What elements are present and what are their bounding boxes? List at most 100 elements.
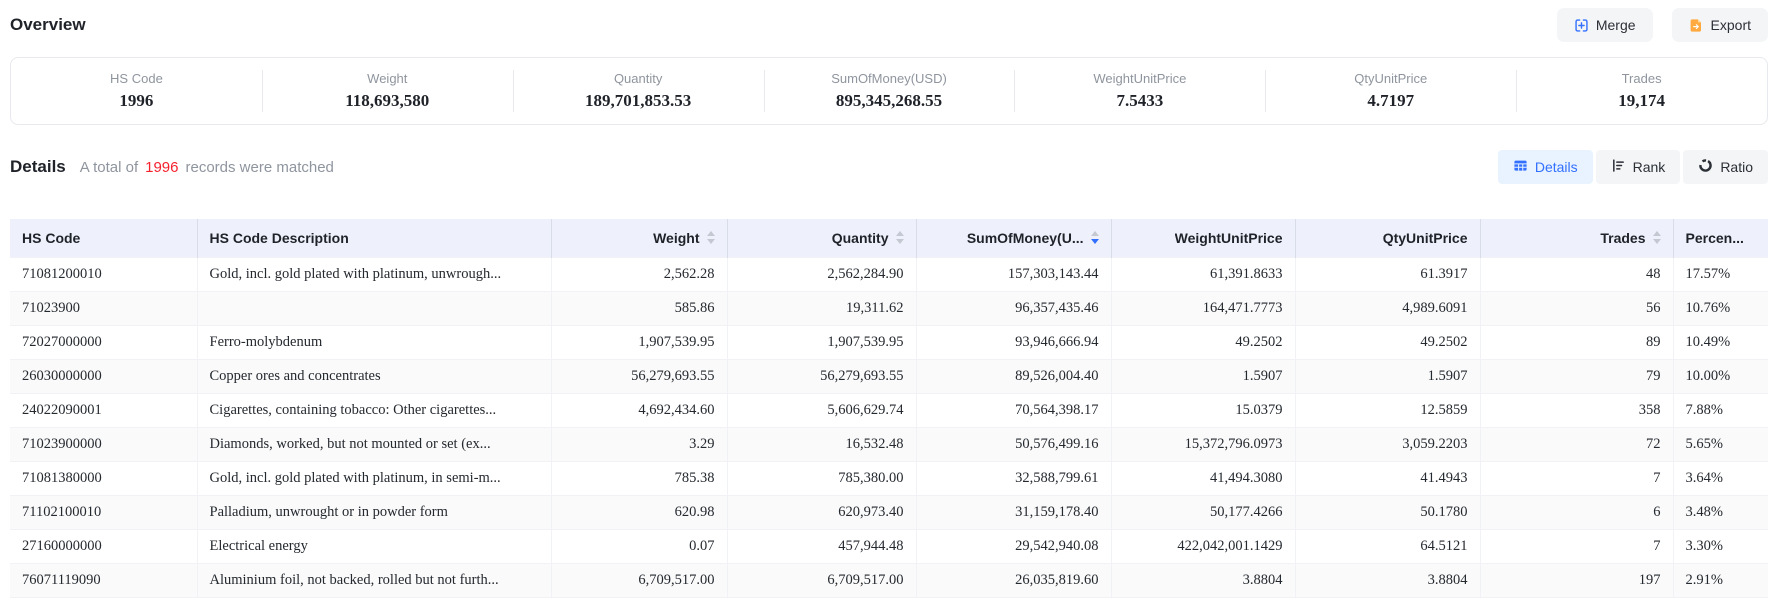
sort-carets-icon[interactable] [1652,231,1661,245]
cell-quantity: 785,380.00 [727,461,917,496]
cell-weight: 3.29 [551,427,728,462]
cell-quantity: 1,907,539.95 [727,325,917,360]
cell-weightunitprice: 49.2502 [1111,325,1296,360]
cell-sumofmoney-u: 32,588,799.61 [916,461,1112,496]
cell-percen: 3.48% [1673,495,1768,530]
records-summary: A total of 1996 records were matched [80,159,334,176]
column-header-quantity[interactable]: Quantity [727,219,917,257]
table-grid-icon [1513,158,1528,176]
stat-card: HS Code 1996 [11,58,262,124]
export-button-label: Export [1710,17,1751,33]
sort-carets-icon[interactable] [895,231,904,245]
details-bar: Details A total of 1996 records were match… [10,150,1768,184]
overview-stats-card: HS Code 1996 Weight 118,693,580 Quantity… [10,57,1768,125]
stat-label: Quantity [613,71,663,86]
records-count: 1996 [145,159,179,176]
stat-card: QtyUnitPrice 4.7197 [1265,58,1516,124]
cell-weight: 1,907,539.95 [551,325,728,360]
cell-qtyunitprice: 49.2502 [1295,325,1481,360]
column-header-sumofmoney-u[interactable]: SumOfMoney(U... [916,219,1112,257]
cell-weight: 585.86 [551,291,728,326]
tab-details-label: Details [1534,159,1578,175]
tab-details[interactable]: Details [1497,150,1593,184]
cell-hs-code: 71081200010 [10,256,198,292]
page-title: Overview [10,15,86,34]
rank-bars-icon [1611,158,1626,176]
cell-quantity: 56,279,693.55 [727,359,917,394]
cell-sumofmoney-u: 157,303,143.44 [916,256,1112,292]
column-label: HS Code Description [209,229,349,246]
column-header-hs-code: HS Code [10,219,198,257]
donut-ratio-icon [1698,158,1713,176]
table-row: 27160000000 Electrical energy 0.07 457,944.… [10,529,1768,564]
stat-value: 19,174 [1618,91,1665,110]
stat-value: 118,693,580 [345,91,430,110]
cell-hs-code: 71023900000 [10,427,198,462]
cell-weightunitprice: 164,471.7773 [1111,291,1296,326]
cell-trades: 56 [1480,291,1674,326]
cell-quantity: 6,709,517.00 [727,563,917,598]
cell-weightunitprice: 50,177.4266 [1111,495,1296,530]
stat-card: Quantity 189,701,853.53 [512,58,764,124]
stat-value: 189,701,853.53 [585,91,692,110]
table-row: 24022090001 Cigarettes, containing tobacc… [10,393,1768,428]
cell-weight: 4,692,434.60 [551,393,728,428]
merge-button[interactable]: Merge [1556,8,1653,42]
table-row: 72027000000 Ferro-molybdenum 1,907,539.95 1… [10,325,1768,360]
export-button[interactable]: Export [1671,8,1768,42]
cell-weightunitprice: 1.5907 [1111,359,1296,394]
stat-card: SumOfMoney(USD) 895,345,268.55 [763,58,1015,124]
stat-label: SumOfMoney(USD) [831,71,947,86]
column-label: Weight [653,229,700,246]
view-switcher: Details Rank Ratio [1497,150,1768,184]
column-header-percen: Percen... [1673,219,1768,257]
stat-label: QtyUnitPrice [1354,71,1428,86]
cell-trades: 6 [1480,495,1674,530]
cell-weight: 785.38 [551,461,728,496]
column-header-weight[interactable]: Weight [551,219,728,257]
cell-weightunitprice: 61,391.8633 [1111,256,1296,292]
column-header-trades[interactable]: Trades [1480,219,1674,257]
cell-hs-code-description: Palladium, unwrought or in powder form [197,495,552,530]
cell-hs-code-description: Copper ores and concentrates [197,359,552,394]
cell-hs-code: 71102100010 [10,495,198,530]
cell-trades: 7 [1480,461,1674,496]
tab-ratio[interactable]: Ratio [1683,150,1768,184]
cell-percen: 10.00% [1673,359,1768,394]
stat-label: WeightUnitPrice [1093,71,1187,86]
cell-hs-code-description: Cigarettes, containing tobacco: Other ci… [197,393,552,428]
stat-label: Trades [1621,71,1662,86]
cell-weightunitprice: 41,494.3080 [1111,461,1296,496]
merge-button-label: Merge [1595,17,1636,33]
column-header-hs-code-description: HS Code Description [197,219,552,257]
cell-hs-code: 24022090001 [10,393,198,428]
cell-hs-code: 26030000000 [10,359,198,394]
sort-carets-icon[interactable] [1090,231,1099,245]
table-row: 71081380000 Gold, incl. gold plated with … [10,461,1768,496]
cell-sumofmoney-u: 93,946,666.94 [916,325,1112,360]
records-prefix: A total of [79,159,139,176]
cell-percen: 10.76% [1673,291,1768,326]
cell-sumofmoney-u: 26,035,819.60 [916,563,1112,598]
cell-sumofmoney-u: 29,542,940.08 [916,529,1112,564]
cell-hs-code-description: Diamonds, worked, but not mounted or set… [197,427,552,462]
cell-qtyunitprice: 64.5121 [1295,529,1481,564]
sort-carets-icon[interactable] [706,231,715,245]
table-row: 71102100010 Palladium, unwrought or in po… [10,495,1768,530]
cell-trades: 72 [1480,427,1674,462]
records-suffix: records were matched [185,159,334,176]
cell-qtyunitprice: 3,059.2203 [1295,427,1481,462]
cell-qtyunitprice: 4,989.6091 [1295,291,1481,326]
cell-hs-code: 27160000000 [10,529,198,564]
cell-percen: 10.49% [1673,325,1768,360]
cell-sumofmoney-u: 50,576,499.16 [916,427,1112,462]
cell-sumofmoney-u: 31,159,178.40 [916,495,1112,530]
stat-label: HS Code [110,71,163,86]
cell-quantity: 2,562,284.90 [727,256,917,292]
tab-rank[interactable]: Rank [1595,150,1681,184]
column-label: Quantity [831,229,889,246]
column-label: QtyUnitPrice [1382,229,1468,246]
cell-weightunitprice: 422,042,001.1429 [1111,529,1296,564]
cell-trades: 79 [1480,359,1674,394]
cell-percen: 5.65% [1673,427,1768,462]
